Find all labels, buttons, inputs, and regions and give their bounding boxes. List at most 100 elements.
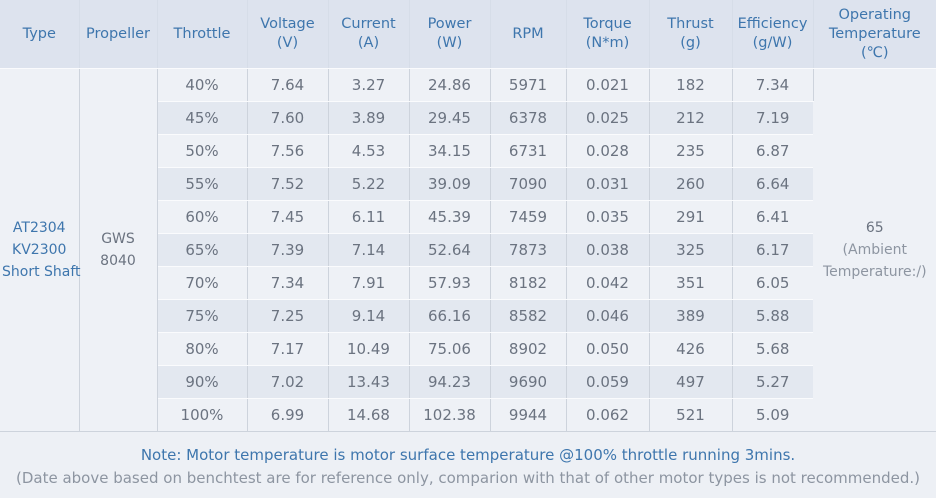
- rpm-value: 7090: [490, 167, 567, 201]
- thrust-value: 235: [649, 134, 733, 168]
- column-header-current: Current (A): [328, 0, 410, 69]
- current-value: 7.14: [328, 233, 410, 267]
- note-primary: Note: Motor temperature is motor surface…: [140, 446, 796, 464]
- table-row: 90% 7.02 13.43 94.23 9690 0.059 497 5.27: [0, 365, 936, 399]
- rpm-value: 8582: [490, 299, 567, 333]
- current-value: 10.49: [328, 332, 410, 366]
- rpm-value: 8902: [490, 332, 567, 366]
- torque-value: 0.059: [566, 365, 650, 399]
- throttle-value: 55%: [157, 167, 248, 201]
- voltage-value: 6.99: [247, 398, 329, 432]
- thrust-value: 497: [649, 365, 733, 399]
- power-value: 34.15: [409, 134, 491, 168]
- throttle-value: 65%: [157, 233, 248, 267]
- current-value: 3.89: [328, 101, 410, 135]
- power-value: 66.16: [409, 299, 491, 333]
- table-row: 65% 7.39 7.14 52.64 7873 0.038 325 6.17: [0, 233, 936, 267]
- table-row: 100% 6.99 14.68 102.38 9944 0.062 521 5.09: [0, 398, 936, 432]
- current-value: 9.14: [328, 299, 410, 333]
- voltage-value: 7.56: [247, 134, 329, 168]
- torque-value: 0.021: [566, 68, 650, 102]
- thrust-value: 351: [649, 266, 733, 300]
- torque-value: 0.035: [566, 200, 650, 234]
- propeller-cell: GWS 8040: [79, 68, 158, 432]
- voltage-value: 7.64: [247, 68, 329, 102]
- voltage-value: 7.17: [247, 332, 329, 366]
- power-value: 29.45: [409, 101, 491, 135]
- power-value: 24.86: [409, 68, 491, 102]
- rpm-value: 7873: [490, 233, 567, 267]
- note-secondary: (Date above based on benchtest are for r…: [15, 469, 920, 487]
- table-body: AT2304 KV2300 Short Shaft GWS 8040 40% 7.64 3.2…: [0, 68, 936, 432]
- efficiency-value: 6.17: [732, 233, 813, 267]
- throttle-value: 40%: [157, 68, 248, 102]
- voltage-value: 7.39: [247, 233, 329, 267]
- efficiency-value: 5.09: [732, 398, 813, 432]
- voltage-value: 7.25: [247, 299, 329, 333]
- footnotes: Note: Motor temperature is motor surface…: [0, 432, 936, 498]
- power-value: 102.38: [409, 398, 491, 432]
- throttle-value: 70%: [157, 266, 248, 300]
- table-row: 70% 7.34 7.91 57.93 8182 0.042 351 6.05: [0, 266, 936, 300]
- torque-value: 0.062: [566, 398, 650, 432]
- voltage-value: 7.34: [247, 266, 329, 300]
- table-row: 55% 7.52 5.22 39.09 7090 0.031 260 6.64: [0, 167, 936, 201]
- thrust-value: 260: [649, 167, 733, 201]
- current-value: 13.43: [328, 365, 410, 399]
- column-header-type: Type: [0, 0, 80, 69]
- column-header-throttle: Throttle: [157, 0, 248, 69]
- throttle-value: 100%: [157, 398, 248, 432]
- torque-value: 0.050: [566, 332, 650, 366]
- rpm-value: 7459: [490, 200, 567, 234]
- power-value: 39.09: [409, 167, 491, 201]
- torque-value: 0.025: [566, 101, 650, 135]
- voltage-value: 7.02: [247, 365, 329, 399]
- current-value: 3.27: [328, 68, 410, 102]
- table-row: 50% 7.56 4.53 34.15 6731 0.028 235 6.87: [0, 134, 936, 168]
- throttle-value: 90%: [157, 365, 248, 399]
- thrust-value: 325: [649, 233, 733, 267]
- throttle-value: 80%: [157, 332, 248, 366]
- power-value: 94.23: [409, 365, 491, 399]
- torque-value: 0.031: [566, 167, 650, 201]
- table-row: 45% 7.60 3.89 29.45 6378 0.025 212 7.19: [0, 101, 936, 135]
- motor-spec-table: Type Propeller Throttle Voltage (V) Current (A…: [0, 0, 936, 432]
- current-value: 5.22: [328, 167, 410, 201]
- column-header-power: Power (W): [409, 0, 491, 69]
- column-header-thrust: Thrust (g): [649, 0, 733, 69]
- column-header-rpm: RPM: [490, 0, 567, 69]
- efficiency-value: 7.34: [732, 68, 814, 102]
- torque-value: 0.038: [566, 233, 650, 267]
- current-value: 7.91: [328, 266, 410, 300]
- type-cell: AT2304 KV2300 Short Shaft: [0, 68, 81, 432]
- thrust-value: 182: [649, 68, 733, 102]
- throttle-value: 45%: [157, 101, 248, 135]
- table-row: 75% 7.25 9.14 66.16 8582 0.046 389 5.88: [0, 299, 936, 333]
- efficiency-value: 7.19: [732, 101, 813, 135]
- table-row: AT2304 KV2300 Short Shaft GWS 8040 40% 7.64 3.2…: [0, 68, 936, 432]
- column-header-efficiency: Efficiency (g/W): [732, 0, 814, 69]
- throttle-value: 60%: [157, 200, 248, 234]
- power-value: 75.06: [409, 332, 491, 366]
- column-header-operating-temperature: Operating Temperature (℃): [813, 0, 936, 69]
- thrust-value: 521: [649, 398, 733, 432]
- efficiency-value: 5.68: [732, 332, 813, 366]
- power-value: 52.64: [409, 233, 491, 267]
- torque-value: 0.046: [566, 299, 650, 333]
- efficiency-value: 5.88: [732, 299, 813, 333]
- voltage-value: 7.52: [247, 167, 329, 201]
- table-row: 80% 7.17 10.49 75.06 8902 0.050 426 5.68: [0, 332, 936, 366]
- thrust-value: 426: [649, 332, 733, 366]
- torque-value: 0.028: [566, 134, 650, 168]
- thrust-value: 389: [649, 299, 733, 333]
- efficiency-value: 5.27: [732, 365, 813, 399]
- throttle-value: 75%: [157, 299, 248, 333]
- efficiency-value: 6.64: [732, 167, 813, 201]
- efficiency-value: 6.05: [732, 266, 813, 300]
- thrust-value: 212: [649, 101, 733, 135]
- voltage-value: 7.60: [247, 101, 329, 135]
- rpm-value: 6731: [490, 134, 567, 168]
- rpm-value: 9944: [490, 398, 567, 432]
- column-header-propeller: Propeller: [79, 0, 158, 69]
- column-header-voltage: Voltage (V): [247, 0, 329, 69]
